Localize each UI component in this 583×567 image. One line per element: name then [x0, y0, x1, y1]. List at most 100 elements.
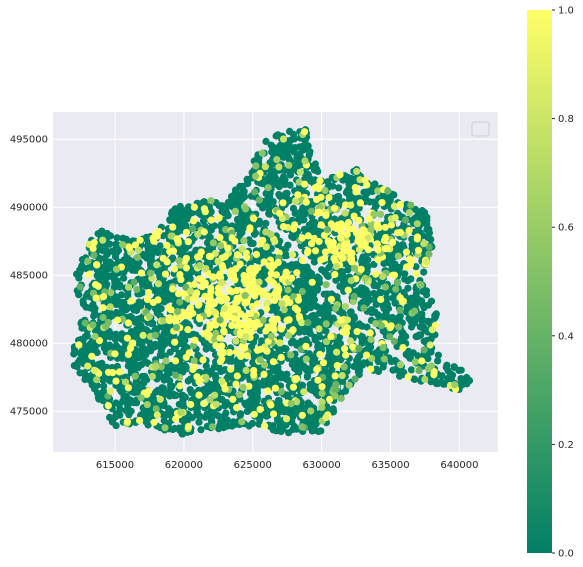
scatter-point — [84, 362, 92, 370]
scatter-point — [190, 295, 198, 303]
scatter-point — [169, 223, 177, 231]
scatter-point — [302, 342, 310, 350]
scatter-point — [399, 242, 407, 251]
scatter-point — [202, 362, 210, 370]
scatter-point — [195, 418, 203, 426]
scatter-point — [175, 257, 183, 265]
scatter-point — [89, 321, 97, 329]
scatter-point — [310, 290, 318, 298]
scatter-point — [325, 193, 333, 202]
scatter-point — [207, 367, 215, 375]
scatter-point — [174, 237, 182, 245]
scatter-point — [84, 257, 92, 265]
x-tick-label: 630000 — [303, 460, 341, 471]
scatter-point — [406, 261, 414, 269]
scatter-point — [242, 253, 251, 261]
scatter-point — [332, 263, 341, 271]
scatter-point — [248, 302, 257, 311]
scatter-point — [235, 391, 244, 399]
scatter-points — [70, 126, 474, 438]
scatter-point — [341, 303, 349, 311]
scatter-point — [195, 391, 203, 399]
scatter-point — [349, 343, 357, 351]
scatter-point — [263, 299, 271, 307]
scatter-point — [166, 377, 174, 385]
scatter-point — [348, 258, 356, 266]
scatter-point — [289, 130, 298, 138]
scatter-point — [401, 270, 409, 278]
y-tick-label: 480000 — [10, 339, 48, 350]
scatter-point — [171, 265, 179, 273]
scatter-point — [224, 212, 232, 220]
scatter-point — [310, 258, 318, 266]
scatter-point — [401, 275, 409, 283]
scatter-point — [380, 237, 388, 245]
colorbar-tick-label: 0.6 — [558, 223, 574, 234]
scatter-point — [156, 395, 164, 403]
scatter-point — [257, 412, 265, 420]
scatter-point — [315, 325, 323, 333]
scatter-point — [231, 190, 239, 198]
scatter-point — [170, 390, 178, 398]
scatter-point — [148, 372, 156, 380]
scatter-point — [113, 234, 121, 242]
scatter-point — [136, 236, 144, 244]
scatter-point — [86, 304, 94, 312]
scatter-point — [358, 333, 366, 341]
scatter-point — [301, 180, 309, 188]
scatter-point — [313, 303, 321, 311]
scatter-point — [292, 339, 300, 347]
scatter-point — [372, 349, 380, 357]
scatter-point — [187, 400, 195, 409]
scatter-point — [297, 404, 305, 413]
scatter-point — [407, 275, 415, 283]
scatter-point — [279, 223, 288, 231]
scatter-point — [414, 246, 423, 254]
scatter-point — [182, 264, 190, 272]
scatter-point — [267, 401, 275, 409]
colorbar — [527, 10, 552, 553]
scatter-point — [126, 344, 134, 352]
x-axis: 615000 620000 625000 630000 635000 640000 — [96, 460, 479, 471]
scatter-point — [296, 168, 304, 176]
scatter-point — [316, 350, 324, 358]
scatter-point — [116, 411, 124, 419]
scatter-point — [387, 322, 395, 330]
scatter-point — [284, 196, 292, 204]
scatter-point — [168, 409, 176, 418]
scatter-point — [150, 237, 158, 245]
scatter-point — [144, 242, 152, 250]
scatter-point — [298, 411, 306, 419]
scatter-point — [216, 270, 224, 278]
scatter-point — [337, 234, 345, 242]
scatter-point — [300, 146, 308, 154]
scatter-point — [354, 237, 362, 245]
scatter-point — [411, 358, 419, 366]
scatter-point — [390, 337, 398, 345]
scatter-point — [194, 253, 202, 261]
scatter-point — [402, 332, 410, 341]
scatter-point — [333, 193, 341, 201]
scatter-point — [390, 271, 399, 279]
scatter-point — [242, 333, 250, 341]
scatter-point — [240, 276, 248, 284]
scatter-point — [100, 387, 108, 395]
scatter-point — [176, 382, 184, 390]
scatter-point — [301, 157, 309, 165]
scatter-point — [127, 297, 136, 305]
scatter-point — [152, 405, 160, 413]
scatter-point — [326, 242, 334, 250]
scatter-point — [199, 356, 207, 364]
scatter-point — [108, 418, 116, 426]
scatter-point — [150, 341, 158, 350]
scatter-point — [205, 246, 213, 254]
scatter-point — [152, 362, 160, 370]
scatter-point — [372, 320, 380, 328]
scatter-point — [266, 210, 274, 218]
scatter-point — [413, 220, 421, 228]
scatter-point — [274, 309, 282, 318]
scatter-point — [76, 267, 84, 275]
scatter-point — [329, 405, 337, 413]
scatter-point — [212, 400, 220, 408]
scatter-point — [341, 345, 349, 353]
